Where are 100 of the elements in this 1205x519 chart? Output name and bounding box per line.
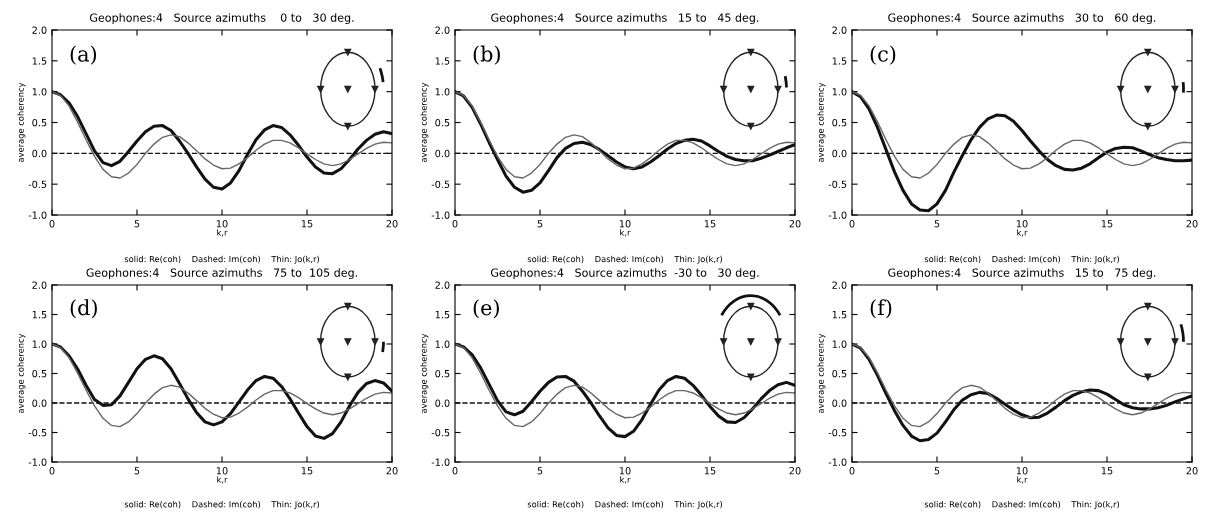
annotation: (a) — [70, 45, 97, 65]
text: solid: Re(coh) Dashed: Im(coh) Thin: Jo(k,r) — [527, 500, 723, 509]
x-axis-title: k,r — [620, 476, 631, 484]
chart-title: Geophones:4 Source azimuths 0 to 30 deg. — [89, 13, 354, 24]
x-axis-title: k,r — [217, 476, 228, 484]
y-axis-title: average coherency — [17, 333, 26, 414]
line-series — [852, 342, 1192, 443]
x-tick-label: 5 — [934, 467, 940, 475]
y-tick-label: 0.5 — [32, 118, 47, 127]
x-tick-label: 0 — [49, 220, 55, 228]
y-axis-title: average coherency — [420, 82, 429, 163]
x-tick-label: 5 — [537, 467, 543, 475]
y-tick-label: 1.0 — [832, 340, 847, 348]
y-tick-label: -0.5 — [828, 428, 847, 437]
x-tick-label: 0 — [849, 220, 855, 228]
x-tick-label: 20 — [386, 220, 398, 228]
x-tick-label: 20 — [789, 467, 801, 475]
y-tick-label: 2.0 — [32, 281, 47, 289]
y-tick-label: 1.0 — [32, 340, 47, 348]
y-tick-label: 2.0 — [435, 26, 450, 34]
x-tick-label: 5 — [537, 220, 543, 228]
chart-title: Geophones:4 Source azimuths 15 to 45 deg. — [491, 13, 759, 24]
x-tick-label: 10 — [216, 467, 228, 475]
y-axis-title: average coherency — [420, 333, 429, 414]
x-tick-label: 15 — [301, 220, 313, 228]
x-tick-label: 15 — [1101, 220, 1113, 228]
x-tick-label: 20 — [386, 467, 398, 475]
annotation: (f) — [870, 299, 892, 319]
chart-title: Geophones:4 Source azimuths -30 to 30 deg. — [490, 268, 759, 279]
x-tick-label: 10 — [216, 220, 228, 228]
x-tick-label: 5 — [134, 467, 140, 475]
x-axis-title: k,r — [217, 229, 228, 237]
x-tick-label: 5 — [134, 220, 140, 228]
x-tick-label: 5 — [934, 220, 940, 228]
y-axis-title: average coherency — [817, 82, 826, 163]
y-axis-title: average coherency — [17, 82, 26, 163]
x-tick-label: 0 — [49, 467, 55, 475]
y-tick-label: -1.0 — [431, 211, 450, 219]
line-series — [852, 90, 1192, 179]
y-tick-label: 1.5 — [32, 311, 47, 319]
y-tick-label: -1.0 — [828, 458, 847, 466]
x-tick-label: 0 — [452, 220, 458, 228]
y-tick-label: 2.0 — [832, 26, 847, 34]
x-tick-label: 0 — [452, 467, 458, 475]
x-tick-label: 10 — [619, 467, 631, 475]
y-tick-label: 0.0 — [32, 399, 47, 407]
y-tick-label: 0.0 — [435, 399, 450, 407]
annotation: (e) — [473, 299, 499, 319]
y-tick-label: 1.0 — [435, 88, 450, 96]
y-tick-label: 0.5 — [435, 118, 450, 127]
x-tick-label: 15 — [1101, 467, 1113, 475]
chart-title: Geophones:4 Source azimuths 30 to 60 deg. — [888, 13, 1156, 24]
y-tick-label: 1.5 — [32, 57, 47, 65]
y-tick-label: 0.0 — [832, 149, 847, 158]
chart-title: Geophones:4 Source azimuths 75 to 105 deg. — [86, 268, 357, 279]
annotation: (c) — [870, 45, 896, 65]
y-tick-label: -1.0 — [28, 211, 47, 219]
x-tick-label: 20 — [789, 220, 801, 228]
y-tick-label: 1.0 — [832, 88, 847, 96]
y-tick-label: 0.0 — [32, 149, 47, 158]
y-tick-label: 1.0 — [435, 340, 450, 348]
y-tick-label: 2.0 — [832, 281, 847, 289]
text: solid: Re(coh) Dashed: Im(coh) Thin: Jo(k,r) — [924, 500, 1120, 509]
y-tick-label: 0.5 — [832, 118, 847, 127]
y-axis-title: average coherency — [817, 333, 826, 414]
x-tick-label: 20 — [1186, 220, 1198, 228]
y-tick-label: 2.0 — [32, 26, 47, 34]
y-tick-label: 2.0 — [435, 281, 450, 289]
x-tick-label: 10 — [1016, 220, 1028, 228]
y-tick-label: -1.0 — [28, 458, 47, 466]
y-tick-label: -0.5 — [828, 180, 847, 188]
x-tick-label: 15 — [704, 467, 716, 475]
x-tick-label: 10 — [1016, 467, 1028, 475]
x-tick-label: 0 — [849, 467, 855, 475]
x-axis-title: k,r — [620, 229, 631, 237]
y-tick-label: 1.5 — [435, 311, 450, 319]
text: solid: Re(coh) Dashed: Im(coh) Thin: Jo(k,r) — [124, 500, 320, 509]
text: solid: Re(coh) Dashed: Im(coh) Thin: Jo(k,r) — [924, 255, 1120, 264]
y-tick-label: -0.5 — [431, 180, 450, 188]
y-tick-label: 0.0 — [435, 149, 450, 158]
chart-title: Geophones:4 Source azimuths 15 to 75 deg. — [888, 268, 1156, 279]
text: solid: Re(coh) Dashed: Im(coh) Thin: Jo(k,r) — [124, 255, 320, 264]
x-tick-label: 20 — [1186, 467, 1198, 475]
x-axis-title: k,r — [1017, 229, 1028, 237]
y-tick-label: 1.5 — [832, 311, 847, 319]
y-tick-label: -0.5 — [28, 428, 47, 437]
y-tick-label: 0.0 — [832, 399, 847, 407]
x-tick-label: 10 — [619, 220, 631, 228]
x-axis-title: k,r — [1017, 476, 1028, 484]
annotation: (d) — [70, 299, 97, 319]
y-tick-label: 1.5 — [832, 57, 847, 65]
y-tick-label: 0.5 — [435, 369, 450, 378]
x-tick-label: 15 — [301, 467, 313, 475]
y-tick-label: 1.0 — [32, 88, 47, 96]
y-tick-label: 0.5 — [832, 369, 847, 378]
y-tick-label: 1.5 — [435, 57, 450, 65]
annotation: (b) — [473, 45, 500, 65]
y-tick-label: -1.0 — [431, 458, 450, 466]
y-tick-label: -1.0 — [828, 211, 847, 219]
y-tick-label: -0.5 — [431, 428, 450, 437]
